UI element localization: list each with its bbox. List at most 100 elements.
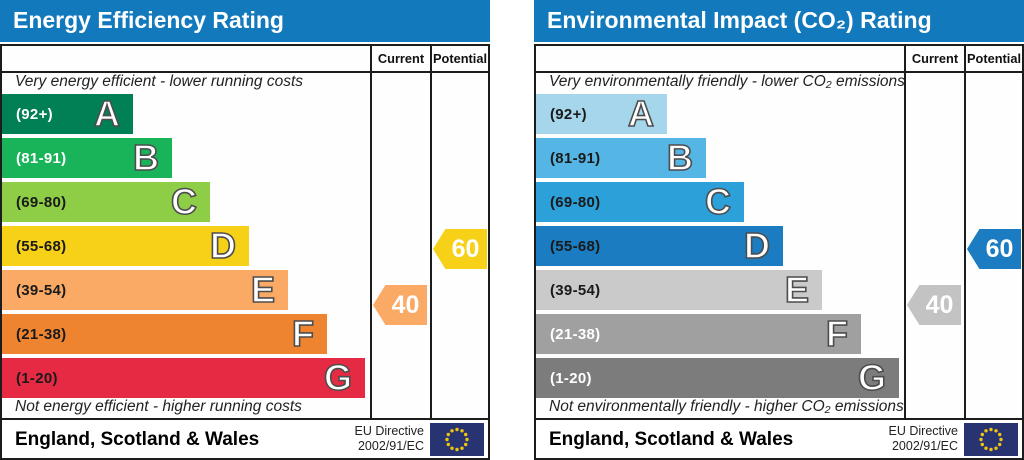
band-letter: C (170, 181, 198, 223)
band-letter: B (666, 137, 694, 179)
rating-band-b: (81-91) B (536, 137, 706, 179)
potential-rating-arrow: 60 (967, 229, 1021, 269)
eu-directive-line1: EU Directive (354, 424, 424, 438)
chart-title: Environmental Impact (CO₂) Rating (547, 7, 932, 33)
eu-flag-star (989, 427, 993, 432)
band-range-label: (92+) (16, 106, 53, 123)
column-header-row: Current Potential (536, 46, 1022, 73)
eu-directive-line2: 2002/91/EC (891, 439, 958, 453)
eu-flag-icon (430, 423, 484, 456)
potential-column-divider (964, 46, 966, 418)
eu-flag-star (465, 437, 469, 442)
eu-flag-star (460, 446, 464, 450)
band-range-label: (21-38) (550, 326, 601, 343)
eu-flag-star (450, 446, 454, 450)
band-letter: B (132, 137, 160, 179)
potential-column-header: Potential (966, 51, 1022, 66)
current-column-divider (904, 46, 906, 418)
rating-band-f: (21-38) F (536, 313, 861, 355)
band-letter: D (209, 225, 237, 267)
bottom-note: Not environmentally friendly - higher CO… (549, 398, 904, 415)
band-letter: F (291, 313, 315, 355)
band-letter: F (825, 313, 849, 355)
current-rating-arrow: 40 (373, 285, 427, 325)
rating-band-g: (1-20) G (536, 357, 899, 399)
rating-table: Current Potential Very environmentally f… (534, 44, 1024, 460)
band-letter: A (627, 93, 655, 135)
rating-band-c: (69-80) C (2, 181, 210, 223)
rating-band-a: (92+) A (536, 93, 667, 135)
band-letter: G (323, 357, 353, 399)
eu-directive-label: EU Directive 2002/91/EC (889, 424, 958, 454)
eu-flag-star (455, 447, 459, 452)
bottom-note: Not energy efficient - higher running co… (15, 398, 302, 415)
eu-directive-line1: EU Directive (888, 424, 958, 438)
band-range-label: (1-20) (16, 370, 58, 387)
potential-rating-arrow: 60 (433, 229, 487, 269)
rating-band-d: (55-68) D (2, 225, 249, 267)
energy-efficiency-rating-chart: Energy Efficiency Rating Current Potenti… (0, 0, 490, 460)
eu-flag-star (984, 429, 988, 433)
band-range-label: (21-38) (16, 326, 67, 343)
band-range-label: (1-20) (550, 370, 592, 387)
footer-row: England, Scotland & Wales EU Directive 2… (536, 418, 1022, 458)
current-rating-value: 40 (925, 291, 954, 319)
top-note: Very energy efficient - lower running co… (15, 73, 304, 90)
current-column-header: Current (377, 51, 425, 66)
band-range-label: (39-54) (550, 282, 601, 299)
eu-flag-star (979, 437, 983, 442)
eu-flag-star (464, 442, 468, 447)
current-column-header: Current (911, 51, 959, 66)
rating-band-f: (21-38) F (2, 313, 327, 355)
eu-flag-star (464, 432, 468, 437)
potential-column-divider (430, 46, 432, 418)
chart-title-bar: Environmental Impact (CO₂) Rating (534, 0, 1024, 42)
chart-title: Energy Efficiency Rating (13, 7, 284, 33)
rating-band-b: (81-91) B (2, 137, 172, 179)
band-range-label: (81-91) (16, 150, 67, 167)
band-range-label: (81-91) (550, 150, 601, 167)
eu-flag-star (445, 437, 449, 442)
potential-column-header: Potential (432, 51, 488, 66)
eu-flag-star (994, 446, 998, 450)
band-letter: E (250, 269, 276, 311)
rating-band-a: (92+) A (2, 93, 133, 135)
rating-band-g: (1-20) G (2, 357, 365, 399)
band-range-label: (55-68) (550, 238, 601, 255)
eu-flag-star (455, 427, 459, 432)
rating-band-c: (69-80) C (536, 181, 744, 223)
eu-flag-star (984, 446, 988, 450)
eu-flag-star (450, 429, 454, 433)
eu-flag-star (998, 442, 1002, 447)
band-letter: D (743, 225, 771, 267)
top-note: Very environmentally friendly - lower CO… (549, 73, 905, 90)
rating-table: Current Potential Very energy efficient … (0, 44, 490, 460)
band-range-label: (39-54) (16, 282, 67, 299)
band-range-label: (92+) (550, 106, 587, 123)
eu-flag-star (980, 442, 984, 447)
column-header-row: Current Potential (2, 46, 488, 73)
current-rating-arrow: 40 (907, 285, 961, 325)
eu-flag-star (994, 429, 998, 433)
eu-directive-label: EU Directive 2002/91/EC (355, 424, 424, 454)
band-letter: E (784, 269, 810, 311)
eu-flag-star (999, 437, 1003, 442)
current-column-divider (370, 46, 372, 418)
environmental-impact-rating-chart: Environmental Impact (CO₂) Rating Curren… (534, 0, 1024, 460)
eu-directive-line2: 2002/91/EC (357, 439, 424, 453)
band-letter: G (857, 357, 887, 399)
region-label: England, Scotland & Wales (15, 429, 260, 450)
band-range-label: (69-80) (16, 194, 67, 211)
rating-band-e: (39-54) E (536, 269, 822, 311)
eu-flag-icon (964, 423, 1018, 456)
eu-flag-star (446, 442, 450, 447)
footer-row: England, Scotland & Wales EU Directive 2… (2, 418, 488, 458)
band-letter: C (704, 181, 732, 223)
band-letter: A (93, 93, 121, 135)
eu-flag-star (989, 447, 993, 452)
eu-flag-star (446, 432, 450, 437)
rating-band-e: (39-54) E (2, 269, 288, 311)
band-range-label: (55-68) (16, 238, 67, 255)
region-label: England, Scotland & Wales (549, 429, 794, 450)
